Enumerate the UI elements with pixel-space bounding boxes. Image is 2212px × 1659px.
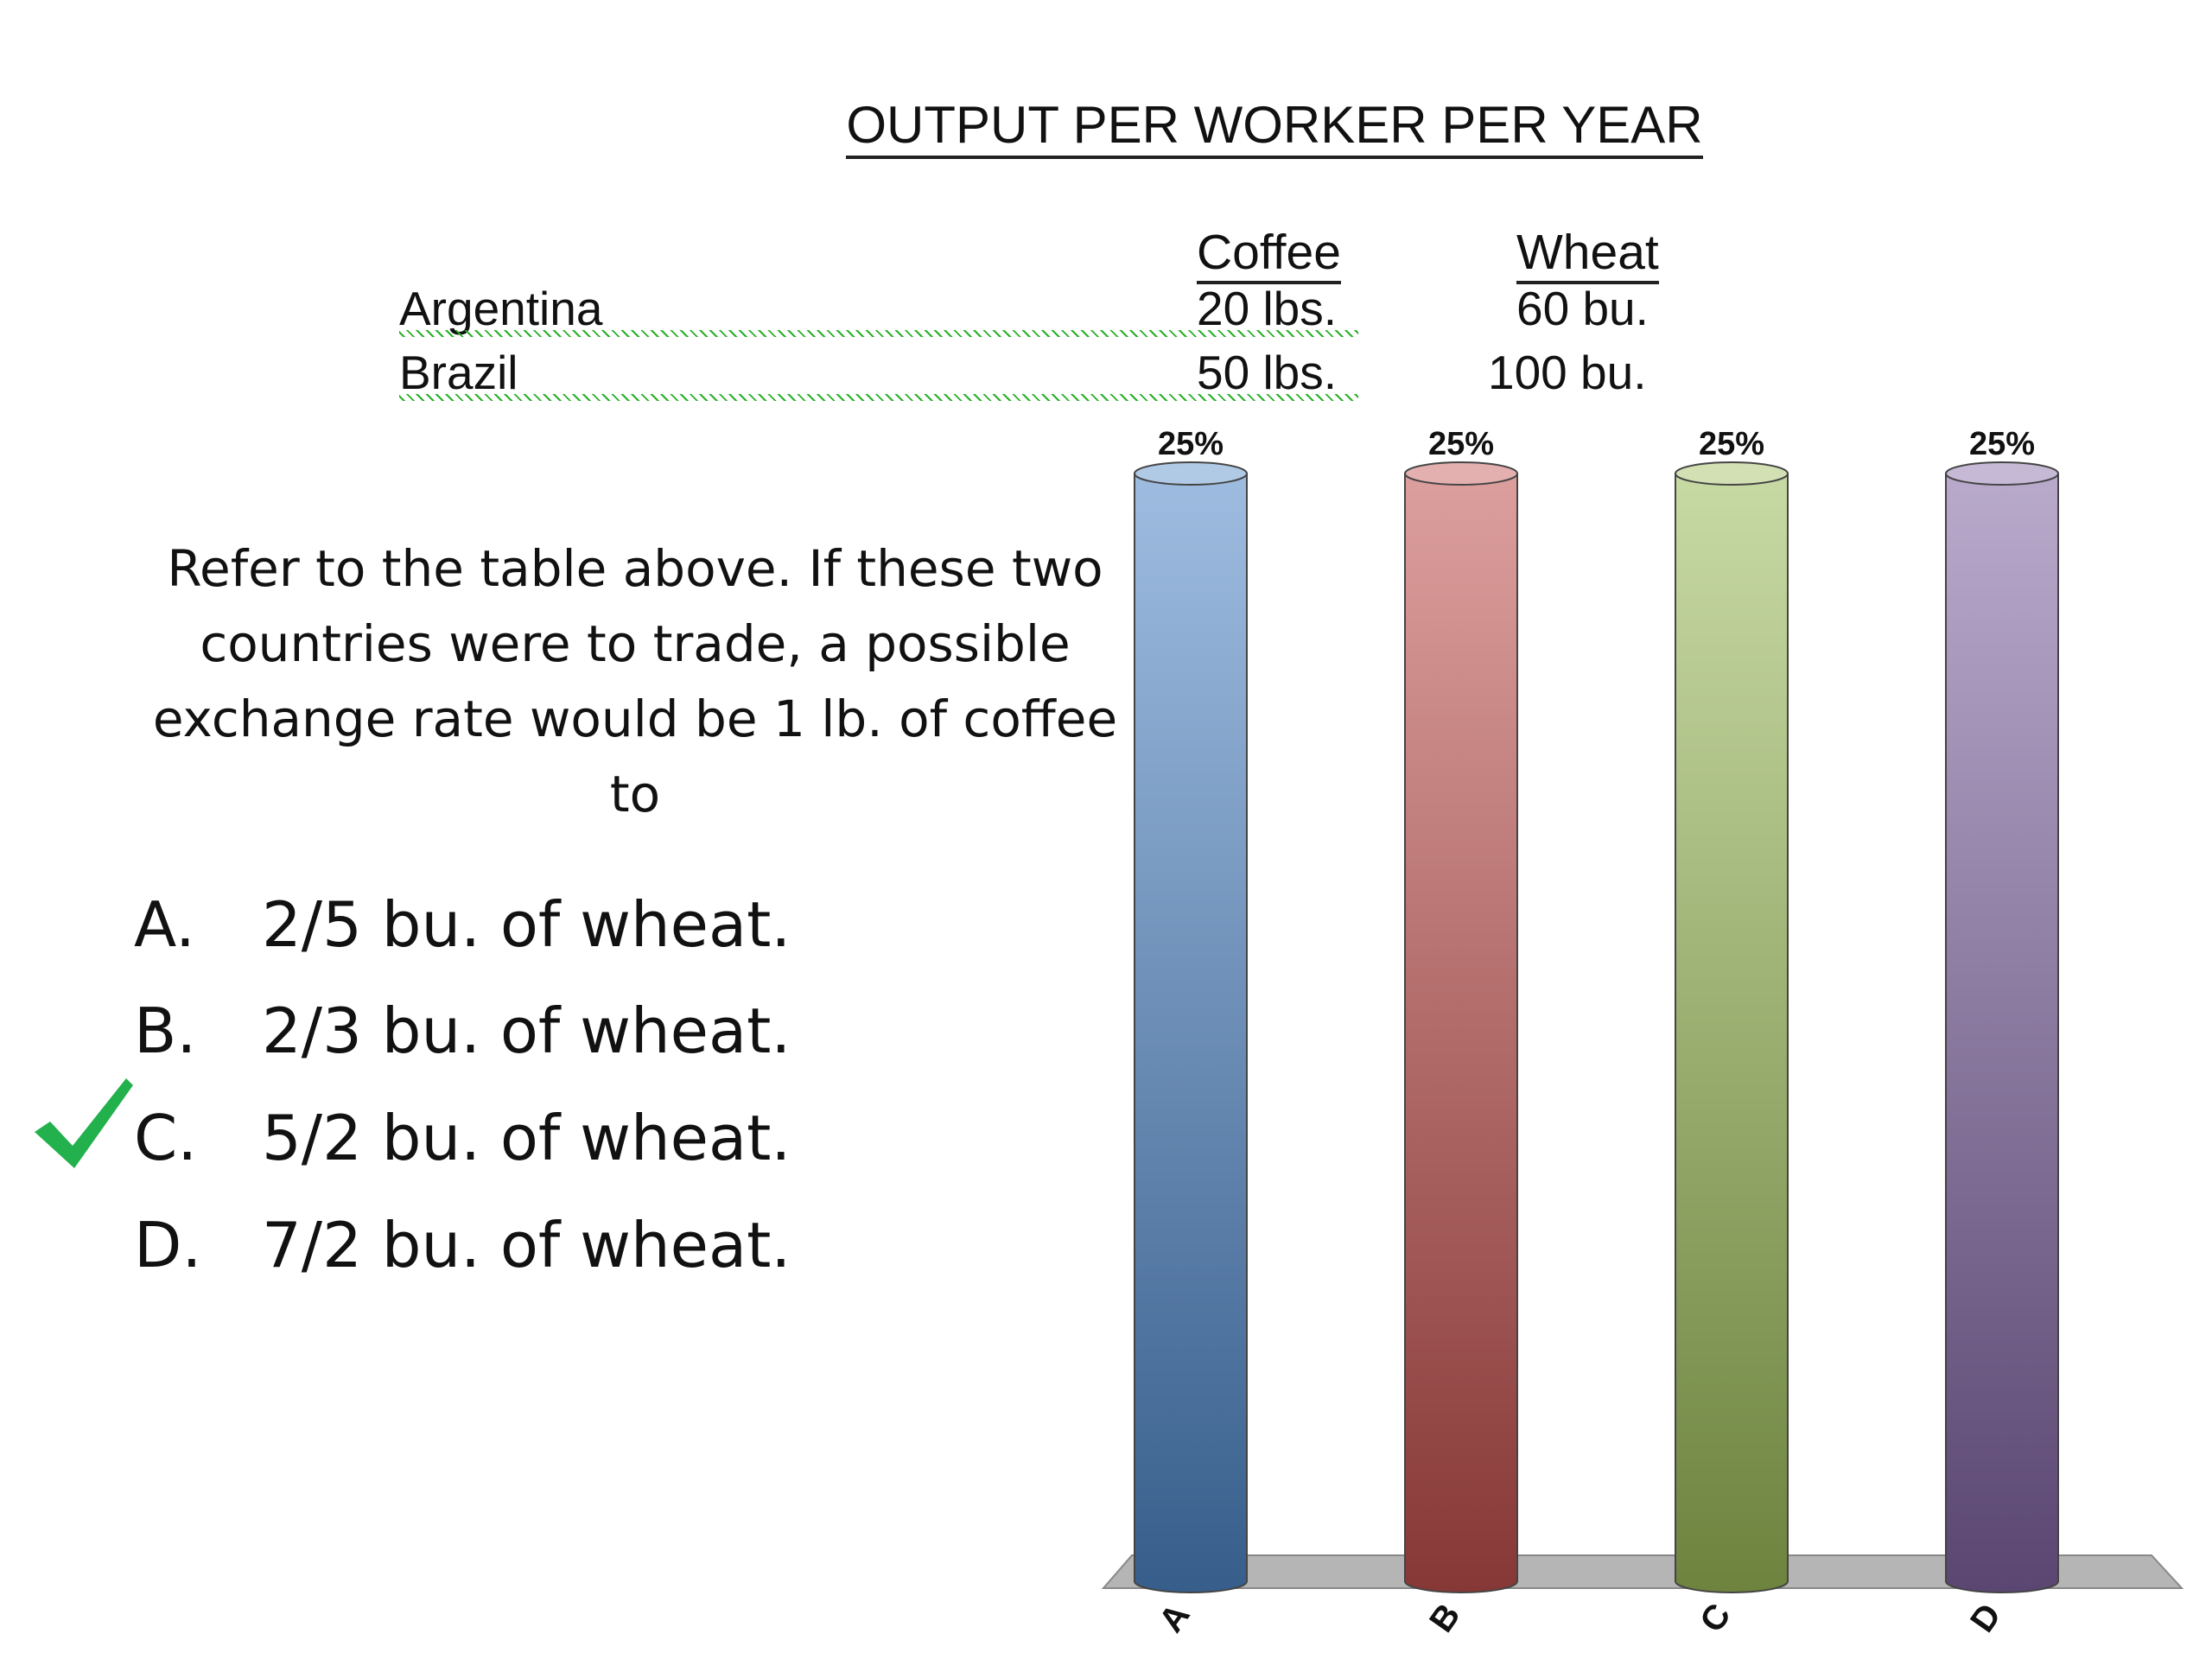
row-coffee-brazil: 50 lbs.: [1197, 346, 1338, 399]
data-label-A: 25%: [1158, 426, 1224, 462]
option-text: 7/2 bu. of wheat.: [262, 1209, 791, 1281]
checkmark-icon: [35, 1078, 133, 1168]
bar-C: [1675, 473, 1789, 1593]
bar-D: [1945, 473, 2059, 1593]
row-coffee-argentina: 20 lbs.: [1197, 282, 1338, 335]
bar-A: [1134, 473, 1248, 1593]
option-b[interactable]: B. 2/3 bu. of wheat.: [134, 992, 791, 1070]
option-letter: A.: [134, 888, 195, 961]
header-wheat: Wheat: [1516, 223, 1659, 284]
header-wheat-text: Wheat: [1516, 225, 1659, 284]
bar-cap-A: [1134, 461, 1248, 486]
data-label-D: 25%: [1969, 426, 2035, 462]
option-a[interactable]: A. 2/5 bu. of wheat.: [134, 886, 791, 963]
spellcheck-underline: [399, 394, 1358, 401]
question-text: Refer to the table above. If these two c…: [152, 539, 1118, 823]
option-text: 2/5 bu. of wheat.: [262, 888, 791, 961]
x-tick-label-A: A: [1152, 1597, 1198, 1639]
bar-cap-B: [1404, 461, 1518, 486]
chart-floor: [1101, 1554, 2184, 1589]
option-letter: B.: [134, 995, 197, 1067]
header-coffee-text: Coffee: [1197, 225, 1341, 284]
option-text: 2/3 bu. of wheat.: [262, 995, 791, 1067]
spellcheck-underline: [399, 330, 1358, 337]
table-title-text: OUTPUT PER WORKER PER YEAR: [846, 96, 1703, 159]
option-text: 5/2 bu. of wheat.: [262, 1102, 791, 1174]
row-country-argentina: Argentina: [399, 282, 603, 335]
row-wheat-argentina: 60 bu.: [1516, 282, 1649, 335]
table-title: OUTPUT PER WORKER PER YEAR: [778, 93, 1771, 159]
bar-cap-D: [1945, 461, 2059, 486]
row-country-brazil: Brazil: [399, 346, 518, 399]
x-tick-label-D: D: [1963, 1597, 2009, 1639]
data-label-C: 25%: [1699, 426, 1764, 462]
option-d[interactable]: D. 7/2 bu. of wheat.: [134, 1206, 791, 1284]
header-coffee: Coffee: [1197, 223, 1341, 284]
bar-cap-C: [1675, 461, 1789, 486]
row-wheat-brazil: 100 bu.: [1488, 346, 1647, 399]
data-label-B: 25%: [1428, 426, 1494, 462]
bar-B: [1404, 473, 1518, 1593]
x-tick-label-B: B: [1422, 1597, 1468, 1639]
x-tick-label-C: C: [1693, 1597, 1738, 1639]
option-c[interactable]: C. 5/2 bu. of wheat.: [134, 1099, 791, 1177]
option-letter: D.: [134, 1209, 202, 1281]
option-letter: C.: [134, 1102, 198, 1174]
